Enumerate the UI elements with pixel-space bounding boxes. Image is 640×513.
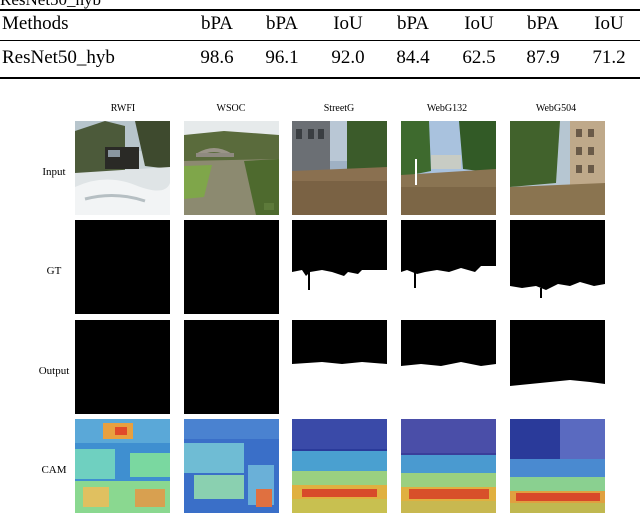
header-iou-1: IoU [333, 13, 363, 34]
row-label-cam: CAM [41, 464, 67, 476]
header-bpa-4: bPA [526, 13, 560, 34]
header-bpa-1: bPA [200, 13, 234, 34]
row-label-input: Input [42, 166, 66, 178]
column-title-streetg: StreetG [323, 103, 355, 114]
output-mask-rwfi [75, 320, 170, 414]
value-cell: 84.4 [396, 47, 430, 68]
cam-heatmap-webg504 [510, 419, 605, 513]
header-bpa-3: bPA [396, 13, 430, 34]
cam-heatmap-webg132 [401, 419, 496, 513]
value-cell: 62.5 [462, 47, 496, 68]
output-mask-webg132 [401, 320, 496, 414]
table-mid-rule [0, 40, 640, 41]
cam-heatmap-wsoc [184, 419, 279, 513]
table-bottom-rule [0, 77, 640, 79]
value-cell: 98.6 [200, 47, 234, 68]
gt-mask-wsoc [184, 220, 279, 314]
cam-heatmap-rwfi [75, 419, 170, 513]
header-bpa-2: bPA [265, 13, 299, 34]
header-iou-3: IoU [594, 13, 624, 34]
caption-fragment: ResNet50_hyb [0, 0, 101, 8]
output-mask-wsoc [184, 320, 279, 414]
output-mask-streetg [292, 320, 387, 414]
table-top-rule [0, 9, 640, 11]
header-methods: Methods [2, 13, 69, 34]
value-cell: 96.1 [265, 47, 299, 68]
value-cell: 71.2 [592, 47, 626, 68]
row-label-output: Output [38, 365, 70, 377]
input-image-streetg [292, 121, 387, 215]
column-title-webg504: WebG504 [535, 103, 577, 114]
row-method-name: ResNet50_hyb [2, 47, 115, 68]
input-image-wsoc [184, 121, 279, 215]
gt-mask-webg504 [510, 220, 605, 314]
input-image-webg504 [510, 121, 605, 215]
cam-heatmap-streetg [292, 419, 387, 513]
input-image-rwfi [75, 121, 170, 215]
gt-mask-streetg [292, 220, 387, 314]
gt-mask-webg132 [401, 220, 496, 314]
column-title-webg132: WebG132 [426, 103, 468, 114]
input-image-webg132 [401, 121, 496, 215]
column-title-rwfi: RWFI [110, 103, 136, 114]
output-mask-webg504 [510, 320, 605, 414]
header-iou-2: IoU [464, 13, 494, 34]
column-title-wsoc: WSOC [216, 103, 246, 114]
gt-mask-rwfi [75, 220, 170, 314]
row-label-gt: GT [46, 265, 62, 277]
value-cell: 87.9 [526, 47, 560, 68]
value-cell: 92.0 [331, 47, 365, 68]
